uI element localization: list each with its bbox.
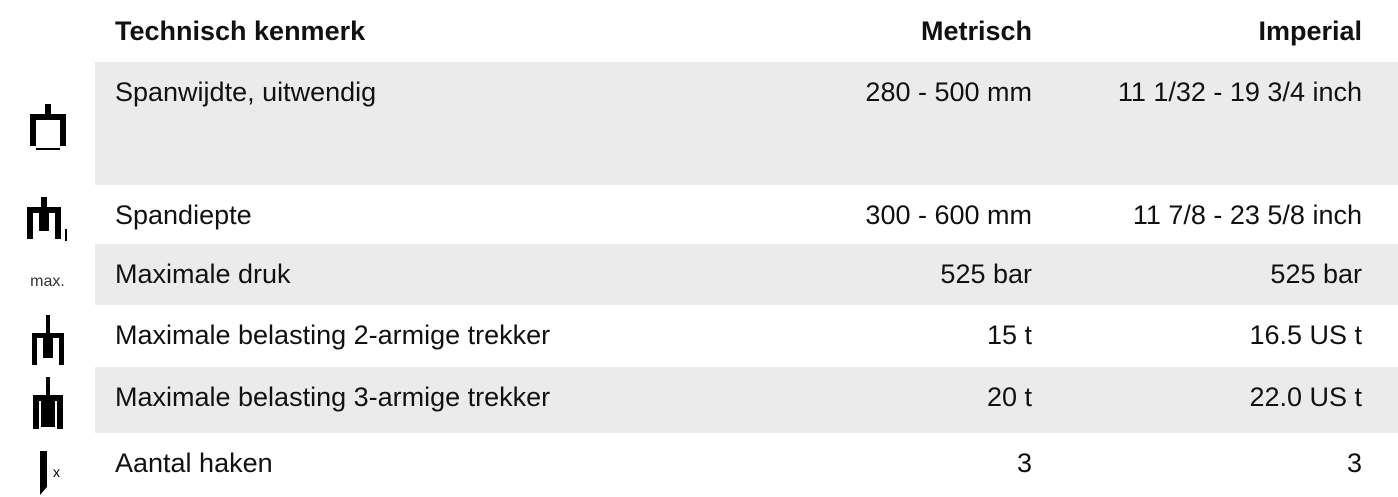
icon-label: x bbox=[53, 464, 60, 480]
icon bbox=[0, 367, 95, 433]
row: Spandiepte 300 - 600 mm 11 7/8 - 23 5/8 … bbox=[0, 185, 1398, 244]
icon: x bbox=[0, 433, 95, 497]
metric: 525 bar bbox=[700, 244, 1050, 305]
row: max. Maximale druk 525 bar 525 bar bbox=[0, 244, 1398, 305]
row: Maximale belasting 3-armige trekker 20 t… bbox=[0, 367, 1398, 433]
imperial: 11 7/8 - 23 5/8 inch bbox=[1132, 200, 1362, 230]
feature: Maximale belasting 2-armige trekker bbox=[115, 320, 551, 350]
metric: 3 bbox=[1016, 448, 1032, 478]
feature: Aantal haken bbox=[115, 448, 273, 478]
icon-3-arm bbox=[32, 377, 63, 429]
row: Spanwijdte, uitwendig 280 - 500 mm 11 1/… bbox=[0, 62, 1398, 185]
icon: max. bbox=[0, 244, 95, 305]
feature: Spandiepte bbox=[115, 200, 252, 230]
icon-2-arm bbox=[31, 315, 64, 365]
imperial: 525 bar bbox=[1050, 244, 1398, 305]
icon bbox=[0, 305, 95, 367]
icon-header bbox=[0, 0, 95, 62]
row: Maximale belasting 2-armige trekker 15 t… bbox=[0, 305, 1398, 367]
icon-hooks: x bbox=[39, 450, 60, 495]
header-cell: Metrisch bbox=[920, 16, 1032, 46]
row: x Aantal haken 3 3 bbox=[0, 433, 1398, 497]
feature: Maximale druk bbox=[95, 244, 700, 305]
header-cell: Technisch kenmerk bbox=[115, 16, 366, 46]
imperial: 11 1/32 - 19 3/4 inch bbox=[1050, 62, 1398, 185]
metric: 20 t bbox=[700, 367, 1050, 433]
metric: 280 - 500 mm bbox=[700, 62, 1050, 185]
icon-depth bbox=[26, 196, 67, 241]
icon bbox=[0, 62, 95, 185]
metric: 15 t bbox=[986, 320, 1032, 350]
feature: Maximale belasting 3-armige trekker bbox=[95, 367, 700, 433]
imperial: 16.5 US t bbox=[1249, 320, 1362, 350]
imperial: 22.0 US t bbox=[1050, 367, 1398, 433]
metric: 300 - 600 mm bbox=[865, 200, 1032, 230]
icon-spread bbox=[29, 103, 66, 150]
icon bbox=[0, 185, 95, 244]
header-row: Technisch kenmerk Metrisch Imperial bbox=[0, 0, 1398, 62]
icon-label: max. bbox=[30, 273, 65, 290]
header-cell: Imperial bbox=[1258, 16, 1362, 46]
feature: Spanwijdte, uitwendig bbox=[95, 62, 700, 185]
imperial: 3 bbox=[1346, 448, 1362, 478]
